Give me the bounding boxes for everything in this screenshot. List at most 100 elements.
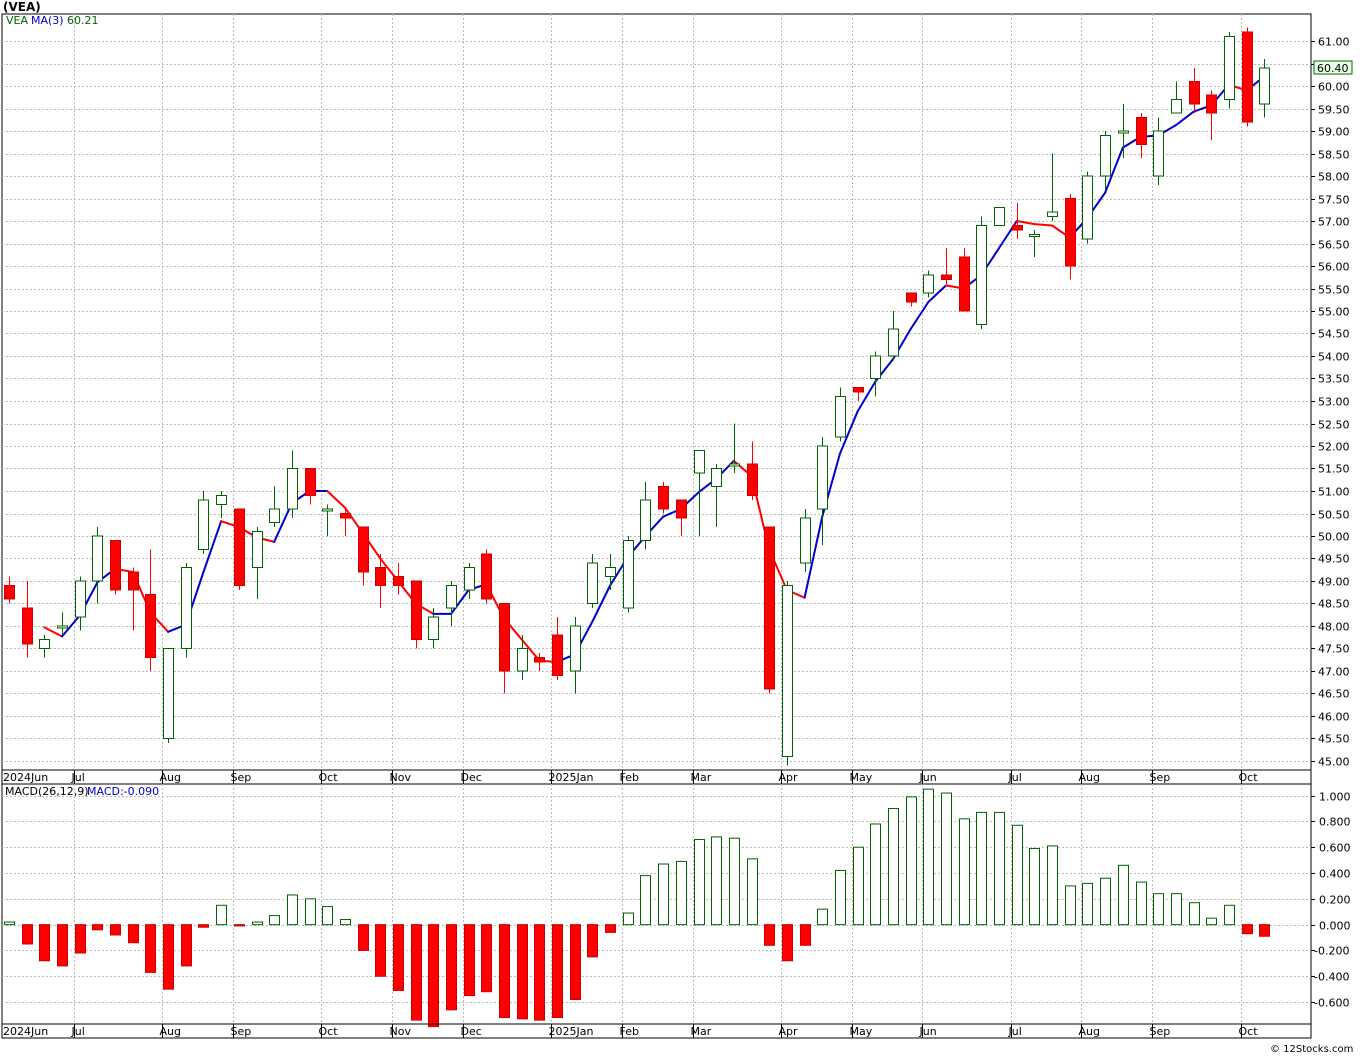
candle-body (269, 508, 280, 523)
macd-bar-positive (1118, 864, 1129, 926)
candle-up (1259, 59, 1270, 118)
price-y-tick-label: 54.50 (1318, 328, 1350, 341)
price-y-tick-label: 58.50 (1318, 149, 1350, 162)
macd-bar-negative (481, 924, 492, 993)
candle-up (181, 563, 192, 658)
macd-bar-negative (92, 924, 103, 931)
candle-body (835, 396, 846, 438)
macd-bar-negative (1259, 924, 1270, 937)
last-price-marker (1313, 60, 1353, 75)
candle-body (1118, 130, 1129, 134)
macd-bar-negative (39, 924, 50, 962)
price-y-axis: 45.00 45.50 46.00 46.50 47.00 47.50 48.00 48.50… (1311, 36, 1350, 769)
macd-bar-negative (517, 924, 528, 1020)
macd-bar-positive (729, 837, 740, 926)
macd-y-tick-label: 0.800 (1319, 816, 1351, 829)
macd-panel: -0.600 -0.400 -0.200 0.000 0.200 0.400 0.600 0.… (1, 783, 1351, 1028)
price-y-tick-label: 53.00 (1318, 396, 1350, 409)
macd-bar-positive (1206, 917, 1217, 926)
candle-down (393, 563, 404, 595)
candle-body (1224, 36, 1235, 100)
candle-up (39, 635, 50, 658)
macd-bar-positive (923, 788, 934, 926)
candle-body (216, 495, 227, 505)
ma-segment (838, 410, 859, 455)
macd-bar-positive (1047, 845, 1058, 926)
macd-bar-positive (1189, 902, 1200, 926)
candle-up (888, 311, 899, 361)
candle-up (623, 536, 634, 613)
macd-bar-positive (1029, 848, 1040, 926)
candle-down (1206, 90, 1217, 140)
ma-segment (202, 520, 223, 573)
candle-body (676, 499, 687, 519)
candle-body (428, 616, 439, 640)
candle-down (481, 549, 492, 604)
candle-up (517, 635, 528, 680)
macd-bar-positive (959, 818, 970, 926)
ma-segment (326, 490, 346, 509)
last-price-label: 60.40 (1317, 62, 1349, 75)
macd-bar-positive (870, 823, 881, 926)
macd-bar-negative (57, 924, 68, 967)
chart-title: (VEA) (3, 0, 41, 14)
macd-bar-negative (428, 924, 439, 1028)
candle-body (853, 387, 864, 393)
candle-body (1012, 225, 1023, 231)
ma-segment (61, 614, 81, 638)
candle-body (481, 553, 492, 600)
candle-body (252, 531, 263, 568)
macd-bar-positive (658, 863, 669, 926)
macd-x-axis-frame (1, 1023, 1312, 1039)
macd-bar-positive (322, 906, 333, 926)
macd-bar-negative (181, 924, 192, 967)
candle-down (676, 499, 687, 536)
macd-legend-name: MACD(26,12,9) (5, 785, 89, 798)
macd-bar-negative (375, 924, 386, 977)
candle-body (1242, 31, 1253, 123)
price-y-tick-label: 49.00 (1318, 576, 1350, 589)
candle-body (145, 594, 156, 658)
candle-up (570, 617, 581, 694)
macd-bar-negative (464, 924, 475, 997)
x-tick-label: Aug (1079, 771, 1100, 784)
candle-down (1242, 27, 1253, 127)
macd-bar-positive (853, 846, 864, 926)
candle-body (393, 576, 404, 586)
legend-ma-name: MA(3) (31, 14, 64, 27)
candle-body (39, 639, 50, 649)
macd-y-tick-label: 1.000 (1319, 791, 1351, 804)
candle-body (800, 517, 811, 564)
macd-bar-negative (163, 924, 174, 990)
candle-body (605, 567, 616, 577)
macd-bar-positive (817, 908, 828, 926)
candle-up (605, 554, 616, 590)
candle-up (198, 491, 209, 554)
x-tick-label: May (850, 1025, 873, 1038)
candle-down (305, 468, 316, 505)
price-y-tick-label: 49.50 (1318, 553, 1350, 566)
candle-body (1082, 175, 1093, 240)
price-y-tick-label: 45.50 (1318, 733, 1350, 746)
price-y-tick-label: 55.00 (1318, 306, 1350, 319)
candle-down (552, 617, 563, 680)
x-tick-label: Aug (160, 1025, 181, 1038)
macd-y-tick-label: -0.600 (1314, 997, 1349, 1010)
candle-body (1189, 81, 1200, 105)
macd-bar-positive (623, 912, 634, 926)
macd-y-tick-label: 0.400 (1319, 868, 1351, 881)
macd-bar-negative (75, 924, 86, 954)
candle-up (92, 527, 103, 604)
x-tick-label: Sep (1150, 771, 1171, 784)
candle-up (640, 482, 651, 550)
x-tick-label: 2024Jun (3, 1025, 48, 1038)
x-tick-label: Jul (1008, 1025, 1022, 1038)
macd-bar-negative (570, 924, 581, 1000)
candle-down (534, 653, 545, 671)
candle-down (411, 580, 422, 649)
candle-body (747, 463, 758, 496)
candle-body (287, 468, 298, 510)
ma-segment (43, 626, 64, 638)
